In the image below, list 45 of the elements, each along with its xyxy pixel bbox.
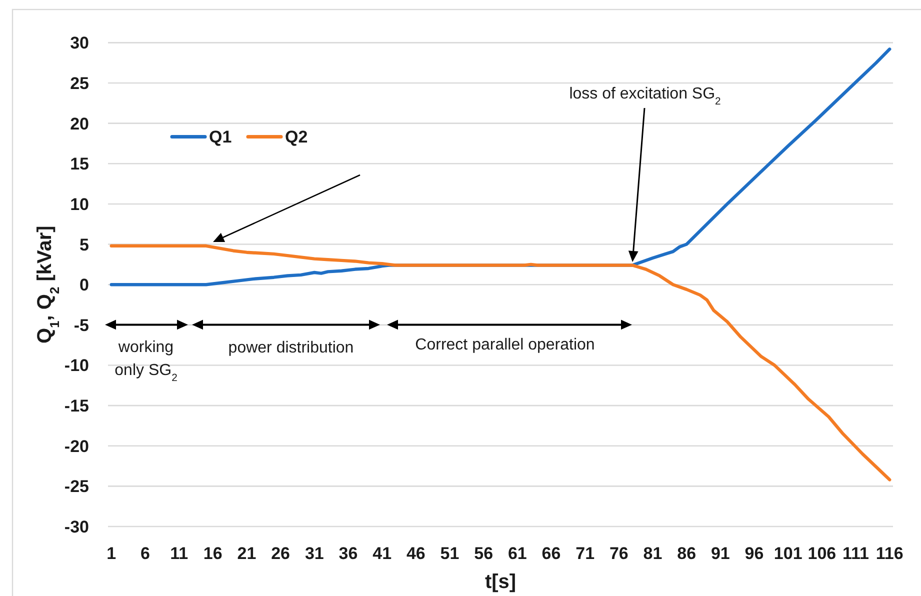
x-tick-label: 96: [744, 544, 764, 563]
annotation: loss of excitation SG$_{2}$: [569, 86, 722, 108]
x-tick-label: 101: [774, 544, 802, 563]
x-tick-label: 31: [304, 544, 324, 563]
annotation: working only SG$_{2}$: [114, 339, 178, 384]
y-tick-label: 5: [80, 235, 89, 254]
legend-label: Q2: [285, 128, 308, 147]
x-tick-label: 41: [372, 544, 392, 563]
x-tick-label: 111: [842, 544, 870, 563]
y-tick-label: 10: [70, 194, 89, 214]
x-tick-label: 51: [440, 544, 460, 563]
x-tick-label: 21: [237, 544, 256, 563]
y-tick-label: 20: [70, 114, 89, 134]
y-tick-label: 15: [70, 154, 89, 174]
x-tick-label: 66: [542, 544, 561, 563]
x-tick-label: 46: [406, 544, 426, 563]
x-tick-label: 86: [677, 544, 696, 563]
annotation: power distribution: [228, 340, 354, 357]
x-tick-label: 116: [876, 544, 904, 563]
x-tick-label: 26: [271, 544, 290, 563]
x-tick-label: 91: [710, 544, 730, 563]
y-tick-label: 30: [70, 34, 89, 53]
y-tick-label: 0: [80, 276, 89, 295]
x-tick-label: 16: [203, 544, 222, 563]
x-tick-label: 36: [338, 544, 358, 563]
line-series: [110, 244, 892, 482]
x-tick-label: 1: [106, 544, 116, 563]
y-tick-label: -20: [64, 436, 89, 456]
x-tick-label: 106: [808, 544, 836, 563]
x-tick-label: 71: [576, 544, 595, 563]
y-tick-label: 25: [70, 74, 89, 94]
x-tick-label: 6: [140, 544, 150, 563]
legend-label: Q1: [209, 128, 232, 147]
x-axis-title: t[s]: [484, 571, 516, 593]
x-tick-label: 11: [170, 544, 188, 563]
x-tick-label: 76: [609, 544, 628, 563]
y-tick-label: -25: [64, 477, 89, 496]
x-tick-label: 56: [474, 544, 494, 563]
x-tick-label: 81: [643, 544, 662, 563]
y-tick-label: -15: [64, 396, 89, 416]
y-tick-label: -5: [74, 316, 89, 335]
x-tick-label: 61: [508, 544, 527, 563]
y-tick-label: -30: [64, 518, 89, 536]
annotation: Correct parallel operation: [415, 336, 595, 354]
y-tick-label: -10: [64, 356, 89, 376]
